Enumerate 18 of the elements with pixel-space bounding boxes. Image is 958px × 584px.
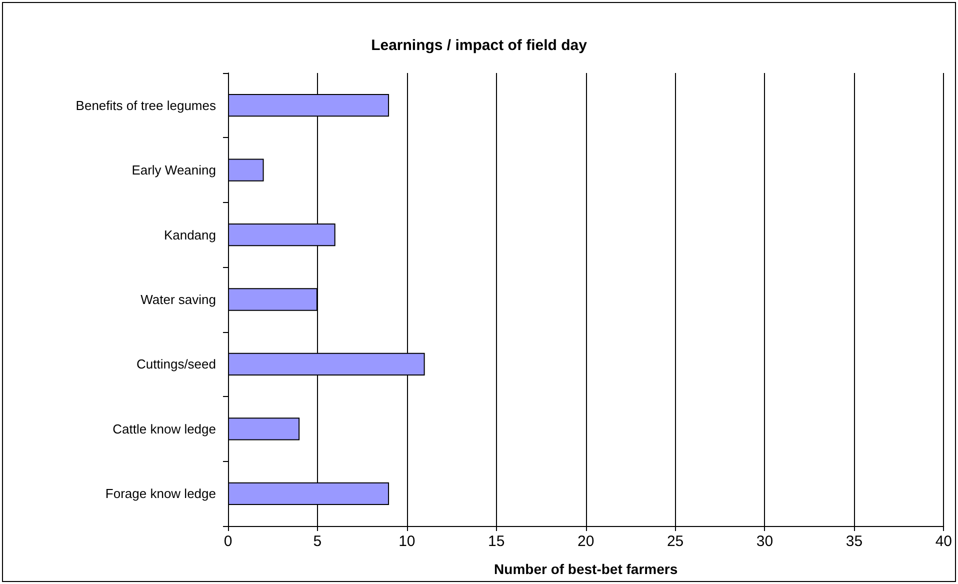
x-tick-label: 10 bbox=[398, 533, 416, 550]
x-tick-label: 20 bbox=[577, 533, 594, 550]
x-tick-label: 30 bbox=[756, 533, 774, 550]
y-tick-label: Benefits of tree legumes bbox=[76, 98, 216, 113]
x-axis-title: Number of best-bet farmers bbox=[494, 561, 678, 577]
x-tick-label: 0 bbox=[224, 533, 232, 550]
x-tick-label: 15 bbox=[488, 533, 505, 550]
y-tick-label: Kandang bbox=[164, 227, 216, 242]
y-tick-label: Forage know ledge bbox=[105, 486, 216, 502]
y-tick-label: Cuttings/seed bbox=[136, 356, 216, 372]
chart-title: Learnings / impact of field day bbox=[371, 37, 588, 54]
x-tick-label: 35 bbox=[846, 533, 863, 550]
x-tick-label: 5 bbox=[313, 533, 322, 550]
y-tick-label: Cattle know ledge bbox=[112, 421, 216, 436]
x-tick-label: 25 bbox=[666, 533, 684, 550]
y-tick-label: Early Weaning bbox=[132, 162, 216, 178]
x-tick-label: 40 bbox=[935, 533, 952, 550]
y-tick-label: Water saving bbox=[140, 292, 216, 307]
